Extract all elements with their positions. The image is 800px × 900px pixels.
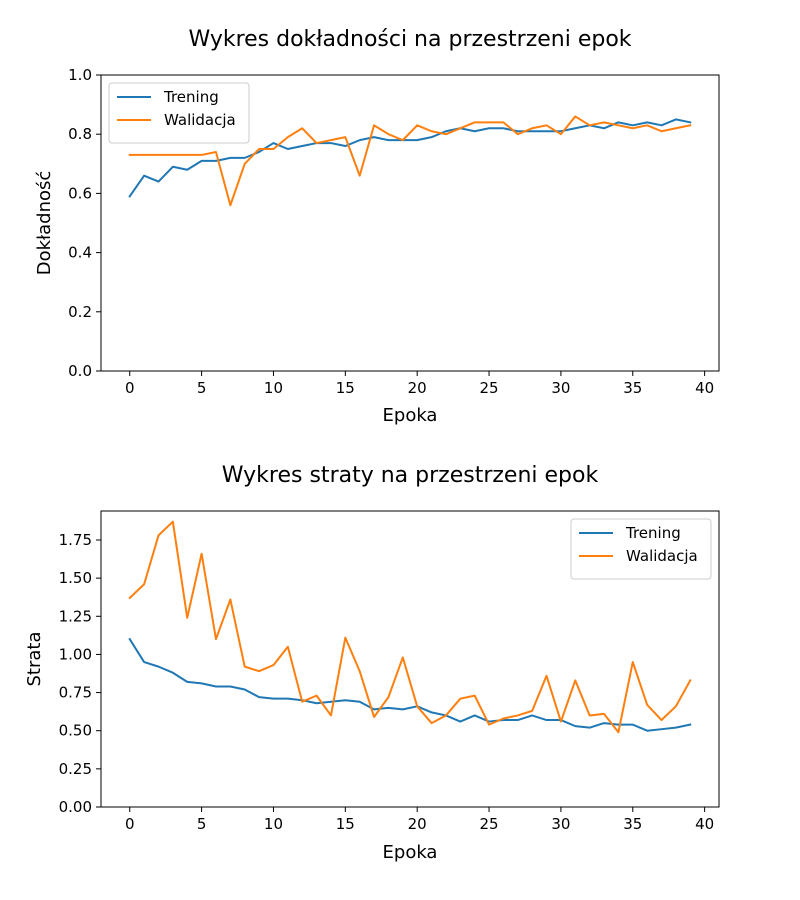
x-tick-label: 10 [264,379,283,397]
y-tick-label: 1.75 [59,531,92,549]
y-tick-label: 0.25 [59,760,92,778]
x-tick-label: 0 [125,815,135,833]
y-tick-label: 0.0 [68,362,92,380]
y-tick-label: 0.00 [59,798,92,816]
plot-frame [100,74,720,372]
x-tick-label: 35 [623,815,642,833]
legend-label: Trening [625,524,681,542]
chart-title: Wykres straty na przestrzeni epok [222,463,599,488]
series-line-trening [128,637,692,732]
axis-ticks: 0 5 10 15 20 25 30 35 40 0.00 0.25 0.50 0.75 1.00 1.25… [59,531,715,833]
y-tick-label: 1.25 [59,607,92,625]
x-tick-label: 25 [479,815,498,833]
x-axis-label: Epoka [383,842,438,863]
y-axis-label: Strata [24,631,45,686]
accuracy-chart: Wykres dokładności na przestrzeni epok E… [34,27,720,426]
y-axis-label: Dokładność [34,171,55,276]
x-tick-label: 15 [336,815,355,833]
x-tick-label: 5 [197,815,207,833]
x-tick-label: 35 [623,379,642,397]
legend-label: Walidacja [164,111,236,129]
series-line-trening [128,118,692,198]
x-tick-label: 10 [264,815,283,833]
x-tick-label: 15 [336,379,355,397]
y-tick-label: 0.4 [68,244,92,262]
axis-ticks: 0 5 10 15 20 25 30 35 40 0.0 0.2 0.4 0.6 0.8 1.0 [68,66,714,397]
legend-label: Walidacja [626,547,698,565]
y-tick-label: 0.8 [68,125,92,143]
legend-label: Trening [163,88,219,106]
y-tick-label: 0.2 [68,303,92,321]
chart-title: Wykres dokładności na przestrzeni epok [188,27,631,52]
series-line-walidacja [128,115,692,207]
loss-chart: Wykres straty na przestrzeni epok Epoka … [24,463,720,863]
x-tick-label: 20 [408,815,427,833]
series-line-walidacja [128,520,692,734]
y-tick-label: 0.75 [59,684,92,702]
y-tick-label: 1.00 [59,645,92,663]
x-axis-label: Epoka [383,405,438,426]
series-lines [128,520,692,734]
x-tick-label: 20 [408,379,427,397]
x-tick-label: 40 [695,379,714,397]
y-tick-label: 1.50 [59,569,92,587]
y-tick-label: 0.6 [68,184,92,202]
series-lines [128,115,692,207]
y-tick-label: 0.50 [59,722,92,740]
x-tick-label: 30 [551,379,570,397]
x-tick-label: 5 [197,379,207,397]
x-tick-label: 0 [125,379,135,397]
legend: Trening Walidacja [570,518,712,580]
x-tick-label: 30 [551,815,570,833]
y-tick-label: 1.0 [68,66,92,84]
legend: Trening Walidacja [108,82,250,144]
plot-frame [100,510,720,808]
x-tick-label: 40 [695,815,714,833]
x-tick-label: 25 [479,379,498,397]
